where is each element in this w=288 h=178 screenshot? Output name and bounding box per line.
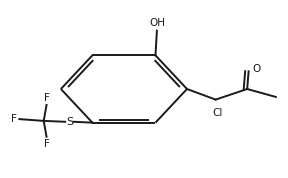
Text: F: F [43,93,50,103]
Text: S: S [66,117,73,127]
Text: F: F [43,138,50,149]
Text: F: F [11,114,17,124]
Text: Cl: Cl [212,108,222,118]
Text: OH: OH [149,18,165,28]
Text: O: O [252,64,260,74]
